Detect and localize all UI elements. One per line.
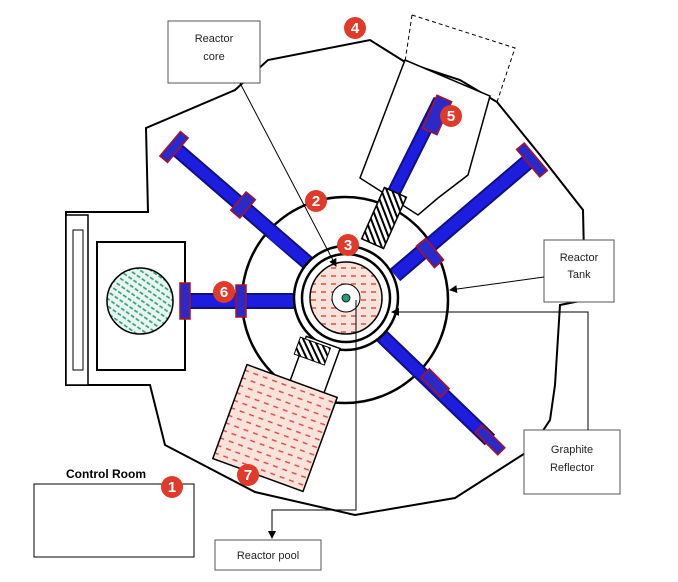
flange <box>474 424 506 456</box>
marker-2: 2 <box>305 190 327 212</box>
core-center <box>341 293 351 303</box>
marker-6: 6 <box>213 281 235 303</box>
marker-1: 1 <box>161 476 183 498</box>
reactor-core-label-2: core <box>203 51 224 63</box>
svg-text:5: 5 <box>447 108 455 125</box>
flange <box>419 367 451 399</box>
thermal-column <box>106 267 174 335</box>
reactor-core-label-box <box>167 20 261 84</box>
svg-text:4: 4 <box>351 20 360 37</box>
marker-4: 4 <box>344 17 366 39</box>
flange <box>179 282 191 320</box>
reactor-pool-label-box <box>214 539 322 571</box>
marker-3: 3 <box>337 234 359 256</box>
reactor-tank-label-box <box>543 239 615 303</box>
reactor-tank-label: Reactor <box>560 252 599 264</box>
marker-5: 5 <box>440 105 462 127</box>
svg-text:6: 6 <box>220 284 228 301</box>
thermal-column-room <box>65 214 186 386</box>
flange <box>515 141 549 179</box>
svg-text:1: 1 <box>168 479 176 496</box>
numbered-markers: 1 2 3 4 5 6 7 <box>161 17 462 498</box>
svg-text:7: 7 <box>244 467 252 484</box>
flange <box>235 284 247 318</box>
storage-block <box>211 335 342 493</box>
reactor-tank-label-2: Tank <box>567 269 591 281</box>
beam-shutter <box>360 186 408 250</box>
flange <box>415 237 445 269</box>
reactor-pool-label: Reactor pool <box>237 550 299 562</box>
reactor-core-label: Reactor <box>195 33 234 45</box>
svg-text:3: 3 <box>344 237 352 254</box>
svg-text:2: 2 <box>312 193 320 210</box>
leader-lines <box>239 82 589 539</box>
graphite-reflector-label-2: Reflector <box>550 462 594 474</box>
marker-7: 7 <box>237 464 259 486</box>
graphite-reflector-label: Graphite <box>551 444 593 456</box>
tube-flanges <box>158 94 549 456</box>
graphite-reflector-label-box <box>523 429 621 495</box>
control-room-label: Control Room <box>66 467 146 481</box>
flange <box>229 190 257 220</box>
flange <box>158 130 190 164</box>
